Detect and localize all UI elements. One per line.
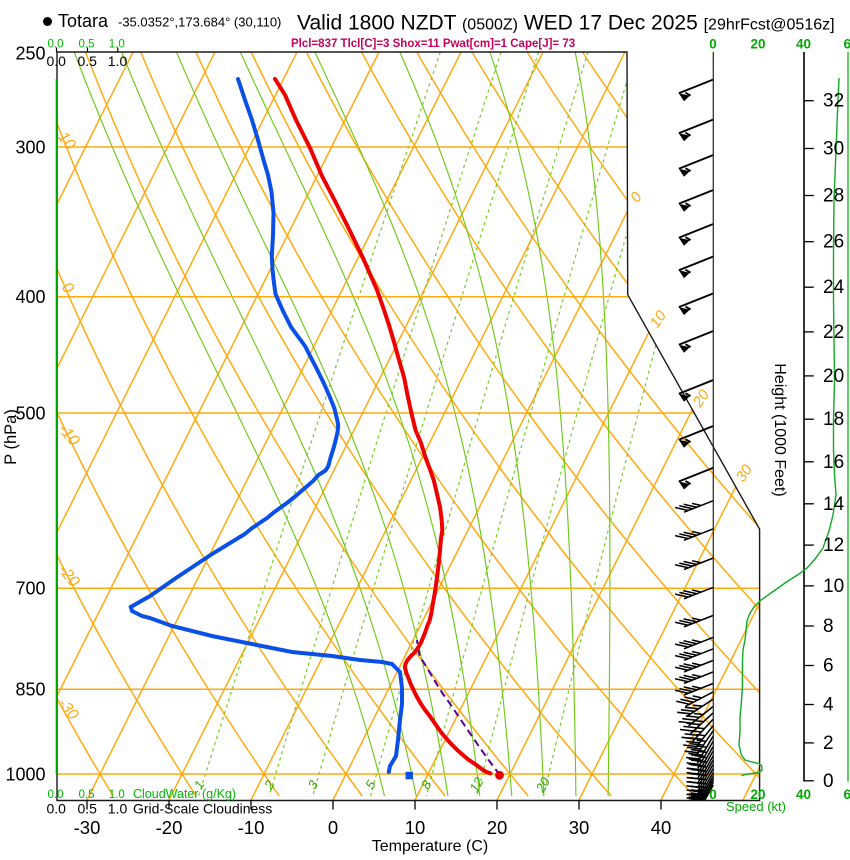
- svg-text:CloudWater (g/Kg): CloudWater (g/Kg): [133, 787, 236, 801]
- svg-text:0.5: 0.5: [79, 38, 95, 50]
- svg-text:40: 40: [651, 817, 672, 838]
- svg-text:22: 22: [823, 322, 844, 343]
- svg-text:700: 700: [15, 579, 45, 599]
- svg-text:0: 0: [823, 771, 834, 792]
- svg-text:60: 60: [843, 37, 850, 52]
- svg-text:0.0: 0.0: [48, 38, 64, 50]
- svg-text:0.5: 0.5: [79, 789, 95, 801]
- svg-text:30: 30: [823, 139, 844, 160]
- svg-text:1.0: 1.0: [109, 38, 125, 50]
- svg-text:250: 250: [15, 43, 45, 63]
- svg-text:1.0: 1.0: [109, 789, 125, 801]
- svg-text:40: 40: [796, 787, 811, 802]
- svg-text:24: 24: [823, 277, 845, 298]
- svg-text:400: 400: [15, 287, 45, 307]
- svg-text:20: 20: [750, 787, 765, 802]
- svg-text:10: 10: [405, 817, 426, 838]
- svg-text:1000: 1000: [5, 764, 45, 784]
- svg-text:300: 300: [15, 137, 45, 157]
- svg-text:Totara: Totara: [58, 11, 109, 31]
- svg-text:0: 0: [709, 37, 717, 52]
- svg-text:-10: -10: [238, 817, 265, 838]
- svg-text:Grid-Scale Cloudiness: Grid-Scale Cloudiness: [133, 801, 272, 817]
- svg-text:40: 40: [796, 37, 811, 52]
- svg-text:30: 30: [569, 817, 590, 838]
- svg-text:2: 2: [823, 733, 834, 754]
- svg-text:12: 12: [823, 535, 844, 556]
- svg-text:20: 20: [750, 37, 765, 52]
- svg-text:4: 4: [823, 695, 834, 716]
- svg-text:20: 20: [487, 817, 508, 838]
- svg-text:Plcl=837 Tlcl[C]=3 Shox=11 Pwa: Plcl=837 Tlcl[C]=3 Shox=11 Pwat[cm]=1 Ca…: [291, 38, 575, 50]
- svg-text:0: 0: [328, 817, 338, 838]
- svg-text:16: 16: [823, 452, 844, 473]
- svg-text:8: 8: [823, 616, 834, 637]
- svg-text:20: 20: [823, 366, 844, 387]
- svg-text:60: 60: [843, 787, 850, 802]
- svg-text:28: 28: [823, 186, 844, 207]
- svg-text:0.0: 0.0: [48, 789, 64, 801]
- svg-text:-35.0352°,173.684° (30,110): -35.0352°,173.684° (30,110): [118, 15, 281, 30]
- svg-text:26: 26: [823, 232, 844, 253]
- svg-text:32: 32: [823, 91, 844, 112]
- svg-text:500: 500: [15, 403, 45, 423]
- svg-text:Speed (kt): Speed (kt): [726, 799, 786, 814]
- svg-text:P (hPa): P (hPa): [2, 409, 20, 465]
- svg-text:6: 6: [823, 656, 834, 677]
- svg-text:1.0: 1.0: [108, 801, 128, 817]
- svg-text:-20: -20: [156, 817, 183, 838]
- svg-text:Valid 1800 NZDT (0500Z) WED 17: Valid 1800 NZDT (0500Z) WED 17 Dec 2025 …: [297, 12, 835, 35]
- svg-text:-30: -30: [74, 817, 101, 838]
- svg-text:10: 10: [823, 576, 844, 597]
- svg-text:18: 18: [823, 409, 844, 430]
- svg-text:0.5: 0.5: [77, 801, 97, 817]
- svg-text:Temperature (C): Temperature (C): [372, 838, 488, 855]
- svg-text:14: 14: [823, 494, 845, 515]
- svg-text:0.0: 0.0: [46, 801, 66, 817]
- svg-text:0.5: 0.5: [77, 53, 97, 69]
- svg-text:1.0: 1.0: [108, 53, 128, 69]
- svg-text:20: 20: [532, 774, 553, 796]
- svg-text:Height (1000 Feet): Height (1000 Feet): [771, 363, 788, 496]
- svg-text:0.0: 0.0: [46, 53, 66, 69]
- svg-text:0: 0: [709, 787, 717, 802]
- svg-text:850: 850: [15, 680, 45, 700]
